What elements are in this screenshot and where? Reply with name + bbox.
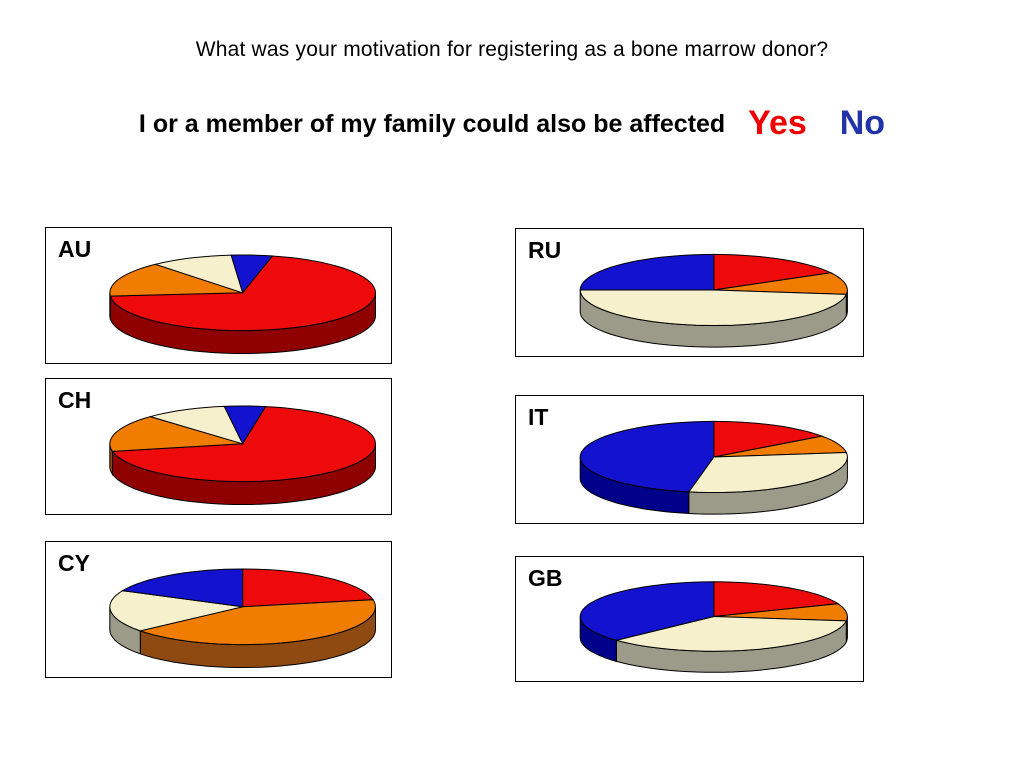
chart-label: CY	[58, 550, 90, 576]
chart-label: CH	[58, 387, 92, 413]
pie-chart-gb	[579, 581, 848, 673]
chart-label: RU	[528, 237, 562, 263]
pie-chart-ch	[109, 405, 376, 505]
chart-label: AU	[58, 236, 92, 262]
pie-chart-ru	[579, 253, 848, 348]
chart-box-cy: CY	[45, 541, 392, 678]
chart-box-ch: CH	[45, 378, 392, 515]
chart-label: IT	[528, 404, 549, 430]
pie-chart-it	[579, 420, 848, 515]
no-label: No	[839, 104, 886, 142]
pie-chart-au	[109, 254, 377, 354]
chart-box-gb: GB	[515, 556, 864, 682]
chart-box-ru: RU	[515, 228, 864, 357]
slide-title: What was your motivation for registering…	[195, 38, 829, 61]
chart-box-it: IT	[515, 395, 864, 524]
chart-box-au: AU	[45, 227, 392, 364]
pie-chart-cy	[109, 568, 376, 668]
slide-subtitle: I or a member of my family could also be…	[0, 104, 1024, 143]
subtitle-question: I or a member of my family could also be…	[138, 110, 726, 138]
yes-label: Yes	[748, 104, 807, 142]
chart-label: GB	[528, 565, 563, 591]
